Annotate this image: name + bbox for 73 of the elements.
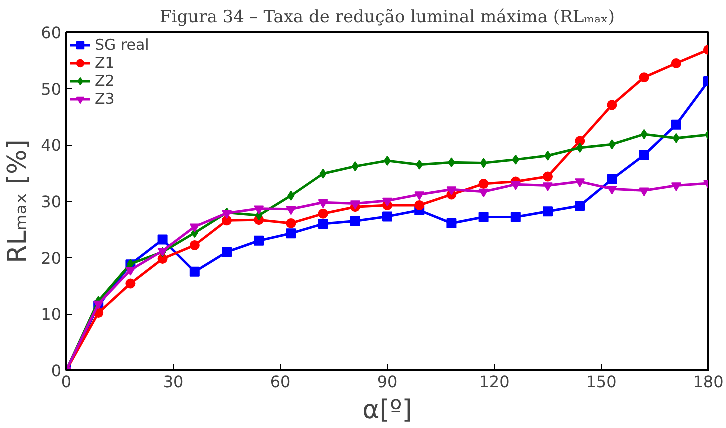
point bbox=[607, 186, 618, 195]
point bbox=[671, 182, 682, 192]
legend-label: Z1 bbox=[95, 54, 115, 72]
point bbox=[126, 267, 136, 276]
legend-label: Z3 bbox=[95, 90, 115, 108]
point bbox=[510, 212, 521, 222]
point bbox=[448, 158, 456, 168]
point bbox=[190, 266, 200, 277]
point bbox=[478, 179, 489, 190]
point bbox=[414, 200, 425, 210]
x-tick-label: 60 bbox=[270, 372, 291, 392]
point bbox=[543, 182, 553, 192]
point bbox=[318, 208, 328, 219]
point bbox=[318, 200, 328, 208]
point bbox=[478, 188, 489, 198]
point bbox=[158, 234, 168, 245]
point bbox=[575, 178, 586, 188]
point bbox=[382, 198, 392, 207]
point bbox=[510, 182, 521, 190]
point bbox=[320, 168, 327, 179]
point bbox=[607, 100, 618, 110]
point bbox=[671, 58, 682, 68]
x-tick-label: 180 bbox=[693, 372, 724, 392]
y-tick-label: 10 bbox=[41, 305, 62, 324]
point bbox=[222, 210, 232, 220]
point bbox=[382, 212, 392, 222]
x-axis-title: α[º] bbox=[362, 396, 412, 426]
y-tick-label: 60 bbox=[41, 24, 62, 42]
point bbox=[286, 228, 296, 239]
point bbox=[639, 188, 650, 196]
point bbox=[478, 212, 489, 222]
point bbox=[288, 190, 295, 201]
point bbox=[576, 142, 584, 153]
legend-label: SG real bbox=[95, 36, 150, 54]
point bbox=[543, 172, 553, 182]
point bbox=[350, 216, 360, 226]
point bbox=[222, 247, 232, 258]
point bbox=[640, 129, 648, 140]
point bbox=[414, 192, 425, 200]
point bbox=[190, 224, 200, 233]
y-tick-label: 50 bbox=[41, 80, 62, 99]
point bbox=[543, 206, 553, 217]
point bbox=[286, 206, 296, 216]
x-tick-label: 120 bbox=[479, 372, 510, 392]
point bbox=[254, 236, 264, 246]
point bbox=[190, 240, 200, 250]
point bbox=[512, 154, 520, 165]
point bbox=[639, 150, 650, 160]
x-tick-label: 30 bbox=[163, 372, 184, 392]
point bbox=[416, 160, 424, 170]
point bbox=[480, 158, 488, 168]
point bbox=[672, 133, 680, 144]
point bbox=[446, 186, 457, 196]
y-tick-label: 20 bbox=[41, 248, 62, 268]
point bbox=[639, 72, 650, 83]
point bbox=[608, 140, 616, 150]
point bbox=[286, 218, 296, 228]
x-tick-label: 150 bbox=[586, 372, 617, 392]
point bbox=[446, 218, 457, 228]
point bbox=[254, 206, 264, 215]
point bbox=[350, 200, 360, 210]
point bbox=[318, 219, 328, 230]
point bbox=[126, 278, 136, 289]
chart-title: Figura 34 – Taxa de redução luminal máxima (RLₘₐₓ) bbox=[160, 8, 615, 28]
point bbox=[607, 174, 618, 185]
point bbox=[352, 162, 359, 172]
y-axis-title: RLₘₐₓ [%] bbox=[3, 140, 34, 264]
y-tick-label: 30 bbox=[41, 192, 62, 212]
legend-label: Z2 bbox=[95, 72, 115, 90]
point bbox=[575, 201, 586, 212]
y-tick-label: 40 bbox=[41, 136, 62, 156]
point bbox=[671, 120, 682, 130]
x-tick-label: 90 bbox=[377, 372, 398, 392]
